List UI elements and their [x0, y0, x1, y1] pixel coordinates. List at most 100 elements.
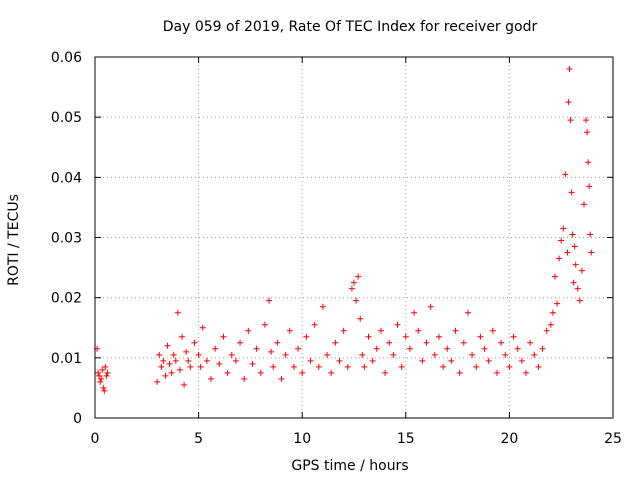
data-point: [527, 339, 534, 346]
data-point: [324, 351, 331, 358]
data-point: [547, 321, 554, 328]
data-point: [261, 321, 268, 328]
data-point: [154, 378, 161, 385]
data-point: [237, 339, 244, 346]
data-point: [554, 300, 561, 307]
grid-lines: [95, 57, 613, 418]
data-point: [578, 267, 585, 274]
data-point: [481, 345, 488, 352]
data-point: [95, 369, 102, 376]
data-point: [353, 297, 360, 304]
data-point: [377, 327, 384, 334]
data-point: [489, 327, 496, 334]
x-tick-label: 10: [293, 431, 311, 447]
data-point: [431, 351, 438, 358]
data-point: [572, 261, 579, 268]
data-point: [212, 345, 219, 352]
data-point: [359, 351, 366, 358]
data-point: [216, 360, 223, 367]
data-point: [249, 360, 256, 367]
data-point: [187, 363, 194, 370]
data-point: [469, 351, 476, 358]
data-point: [228, 351, 235, 358]
data-point: [104, 369, 111, 376]
data-point: [567, 117, 574, 124]
data-point: [170, 351, 177, 358]
data-point: [290, 363, 297, 370]
data-point: [307, 357, 314, 364]
data-point: [435, 333, 442, 340]
data-point: [365, 333, 372, 340]
data-point: [286, 327, 293, 334]
data-point: [556, 255, 563, 262]
data-point: [156, 351, 163, 358]
x-tick-label: 5: [194, 431, 203, 447]
data-point: [241, 375, 248, 382]
data-point: [444, 345, 451, 352]
data-point: [185, 357, 192, 364]
data-point: [390, 351, 397, 358]
data-point: [344, 363, 351, 370]
data-point: [268, 348, 275, 355]
data-point: [168, 369, 175, 376]
data-point: [270, 363, 277, 370]
data-point: [558, 237, 565, 244]
y-tick-label: 0.06: [51, 50, 82, 66]
data-point: [571, 243, 578, 250]
data-point: [518, 357, 525, 364]
data-point: [220, 333, 227, 340]
data-point: [315, 363, 322, 370]
y-tick-label: 0.01: [51, 351, 82, 367]
data-point: [510, 333, 517, 340]
data-point: [382, 369, 389, 376]
data-point: [539, 345, 546, 352]
data-point: [274, 339, 281, 346]
data-point: [158, 363, 165, 370]
data-point: [357, 315, 364, 322]
data-point: [398, 363, 405, 370]
data-point: [588, 249, 595, 256]
data-point: [560, 225, 567, 232]
data-point: [351, 279, 357, 286]
y-tick-label: 0.02: [51, 291, 82, 307]
data-point: [580, 201, 587, 208]
data-point: [562, 171, 569, 178]
data-point: [103, 372, 110, 379]
chart-title: Day 059 of 2019, Rate Of TEC Index for r…: [163, 19, 538, 35]
data-point: [174, 309, 181, 316]
data-point: [319, 303, 326, 310]
data-point: [464, 309, 471, 316]
data-point: [266, 297, 273, 304]
data-point: [427, 303, 434, 310]
data-point: [565, 99, 572, 106]
y-tick-label: 0.03: [51, 231, 82, 247]
data-point: [224, 369, 231, 376]
data-point: [551, 273, 558, 280]
data-point: [328, 369, 335, 376]
data-point: [340, 327, 347, 334]
data-point: [585, 159, 592, 166]
data-point: [278, 375, 285, 382]
data-point: [299, 369, 306, 376]
data-point: [373, 345, 380, 352]
data-point: [336, 357, 343, 364]
data-point: [172, 357, 179, 364]
data-point: [102, 363, 109, 370]
y-tick-label: 0.05: [51, 110, 82, 126]
data-point: [197, 363, 204, 370]
data-point: [477, 333, 484, 340]
data-point: [452, 327, 459, 334]
data-point: [419, 357, 426, 364]
data-point: [96, 372, 103, 379]
data-points: [94, 66, 595, 394]
data-point: [348, 285, 355, 292]
x-tick-label: 0: [91, 431, 100, 447]
data-point: [181, 381, 188, 388]
data-point: [493, 369, 500, 376]
data-point: [99, 366, 106, 373]
data-point: [411, 309, 418, 316]
data-point: [100, 384, 107, 391]
data-point: [502, 351, 509, 358]
x-tick-label: 25: [604, 431, 622, 447]
